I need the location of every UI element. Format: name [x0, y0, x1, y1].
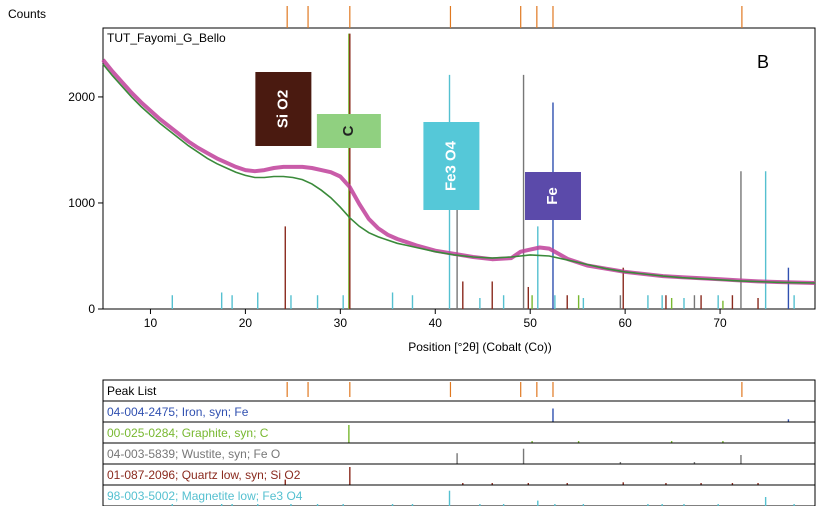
- annotation-box: [423, 122, 480, 210]
- phase-row-label: 98-003-5002; Magnetite low; Fe3 O4: [107, 489, 303, 503]
- annotation-label: Si O2: [274, 90, 291, 128]
- phase-annotations: Si O2 C Fe3 O4 Fe: [255, 72, 581, 220]
- annotation-box: [255, 72, 312, 146]
- phase-row-label: 01-087-2096; Quartz low, syn; Si O2: [107, 468, 301, 482]
- y-tick-label: 2000: [68, 90, 95, 104]
- annotation-box: [316, 114, 381, 148]
- fitted-background: [102, 63, 816, 284]
- chart-title: TUT_Fayomi_G_Bello: [107, 31, 226, 45]
- peak-list-top-ticks: [286, 6, 743, 28]
- annotation-label: C: [340, 125, 357, 136]
- y-tick-label: 0: [88, 302, 95, 316]
- phase-row-label: 00-025-0284; Graphite, syn; C: [107, 426, 269, 440]
- fitted-line: [102, 63, 816, 284]
- axes: 10 20 30 40 50 60 70 0 1000 2000: [68, 90, 727, 330]
- phase-panel: Peak List 04-004-2475; Iron, syn; Fe 00-02…: [102, 379, 816, 506]
- phase-row-label: 04-004-2475; Iron, syn; Fe: [107, 405, 249, 419]
- phase-row-label: 04-003-5839; Wustite, syn; Fe O: [107, 447, 280, 461]
- panel-label: B: [757, 52, 769, 72]
- x-tick-label: 40: [429, 316, 443, 330]
- x-tick-label: 30: [334, 316, 348, 330]
- x-tick-label: 50: [524, 316, 538, 330]
- x-tick-label: 60: [618, 316, 632, 330]
- x-tick-label: 70: [713, 316, 727, 330]
- x-tick-label: 10: [144, 316, 158, 330]
- annotation-label: Fe: [544, 187, 561, 205]
- annotation-label: Fe3 O4: [442, 140, 459, 191]
- reference-sticks: [171, 33, 795, 309]
- annotation-box: [524, 172, 581, 220]
- x-axis-label: Position [°2θ] (Cobalt (Co)): [408, 340, 552, 354]
- y-axis-label: Counts: [8, 7, 46, 21]
- peak-list-label: Peak List: [107, 384, 157, 398]
- y-tick-label: 1000: [68, 196, 95, 210]
- x-tick-label: 20: [239, 316, 253, 330]
